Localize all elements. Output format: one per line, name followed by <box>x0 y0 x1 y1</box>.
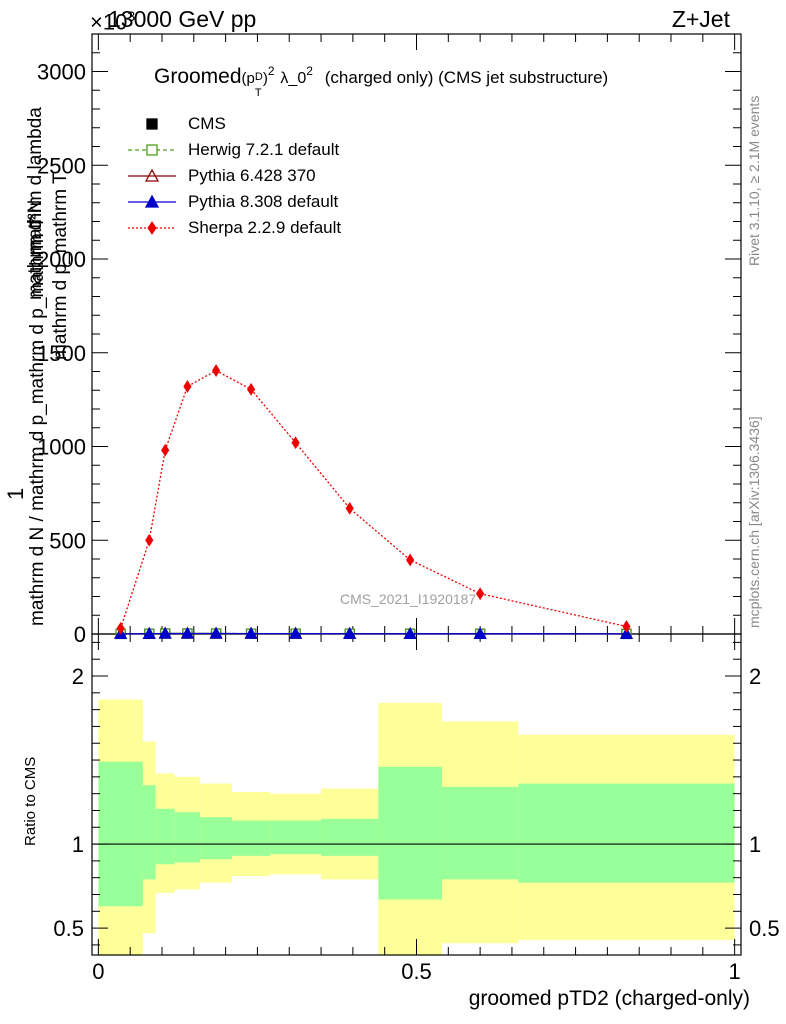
series-line-sherpa-2-2-9-default <box>120 369 627 629</box>
ylabel-middle: mathrm d p_mathrm T <box>50 172 71 360</box>
y-tick-label: 3000 <box>37 60 86 85</box>
point-pythia-8-308-default <box>209 626 223 639</box>
ratio-band-green <box>142 785 156 880</box>
point-pythia-8-308-default <box>619 627 634 640</box>
ratio-ylabel: Ratio to CMS <box>22 756 39 846</box>
ratio-y-tick-label-right: 1 <box>749 832 761 857</box>
ratio-band-green <box>231 820 271 856</box>
y-tick-label: 1000 <box>37 435 86 460</box>
legend-label-herwig: Herwig 7.2.1 default <box>188 140 340 159</box>
point-sherpa-2-2-9-default <box>406 553 415 567</box>
point-pythia-8-308-default <box>403 626 417 639</box>
point-sherpa-2-2-9-default <box>291 436 300 450</box>
y-tick-label: 500 <box>49 528 86 553</box>
ratio-band-green <box>98 761 143 907</box>
chart-title: Groomed(p D T)2 λ_02 (charged only) (CMS j… <box>154 64 609 99</box>
point-pythia-8-308-default <box>158 626 172 639</box>
point-sherpa-2-2-9-default <box>183 380 192 393</box>
point-sherpa-2-2-9-default <box>476 587 485 601</box>
ratio-band-green <box>174 812 201 863</box>
legend-label-cms: CMS <box>188 114 226 133</box>
energy-label: 13000 GeV pp <box>108 6 257 32</box>
point-sherpa-2-2-9-default <box>211 364 221 377</box>
process-label: Z+Jet <box>671 6 730 32</box>
legend-marker <box>144 168 160 182</box>
ratio-y-tick-label: 2 <box>72 664 84 689</box>
ylabel-one: 1 <box>3 487 28 500</box>
ratio-band-green <box>321 818 379 856</box>
point-sherpa-2-2-9-default <box>246 382 256 396</box>
point-pythia-8-308-default <box>343 626 357 639</box>
ylabel-tail: mathrm d lambda <box>25 107 46 255</box>
point-sherpa-2-2-9-default <box>145 533 154 547</box>
y-tick-label: 1500 <box>37 341 86 366</box>
legend-marker <box>146 144 158 156</box>
point-pythia-8-308-default <box>244 626 258 639</box>
point-pythia-8-308-default <box>142 626 156 639</box>
y-tick-label: 2500 <box>37 153 86 178</box>
xlabel: groomed pTD2 (charged-only) <box>468 987 750 1010</box>
point-sherpa-2-2-9-default <box>116 621 125 635</box>
y-tick-label: 2000 <box>37 247 86 272</box>
ratio-band-green <box>441 786 519 880</box>
ratio-y-tick-label: 0.5 <box>53 916 84 941</box>
legend-marker <box>147 221 157 235</box>
x-tick-label: 0 <box>92 959 104 984</box>
legend-marker <box>146 118 158 130</box>
legend-label-pythia8: Pythia 8.308 default <box>188 192 339 211</box>
ratio-band-green <box>270 820 322 855</box>
ratio-band-green <box>155 808 175 865</box>
point-sherpa-2-2-9-default <box>622 620 631 633</box>
legend-marker <box>144 194 160 208</box>
point-pythia-8-308-default <box>180 626 195 639</box>
x-tick-label: 0.5 <box>401 959 432 984</box>
ratio-band-green <box>200 817 232 860</box>
ratio-y-tick-label-right: 0.5 <box>749 916 780 941</box>
point-sherpa-2-2-9-default <box>161 443 170 457</box>
ratio-band-green <box>378 766 442 900</box>
point-sherpa-2-2-9-default <box>345 501 354 515</box>
x-tick-label: 1 <box>729 959 741 984</box>
legend-label-sherpa: Sherpa 2.2.9 default <box>188 218 342 237</box>
ratio-y-tick-label: 1 <box>72 832 84 857</box>
exponent-label: ×103 <box>90 8 136 35</box>
point-pythia-8-308-default <box>289 626 303 639</box>
ratio-y-tick-label-right: 2 <box>749 664 761 689</box>
ratio-band-green <box>518 783 735 883</box>
mcplots-note: mcplots.cern.ch [arXiv:1306.3436] <box>746 416 762 628</box>
legend-label-pythia6: Pythia 6.428 370 <box>188 166 316 185</box>
rivet-note: Rivet 3.1.10, ≥ 2.1M events <box>746 95 762 266</box>
y-tick-label: 0 <box>74 622 86 647</box>
analysis-id: CMS_2021_I1920187 <box>340 591 477 607</box>
point-pythia-8-308-default <box>473 626 487 639</box>
